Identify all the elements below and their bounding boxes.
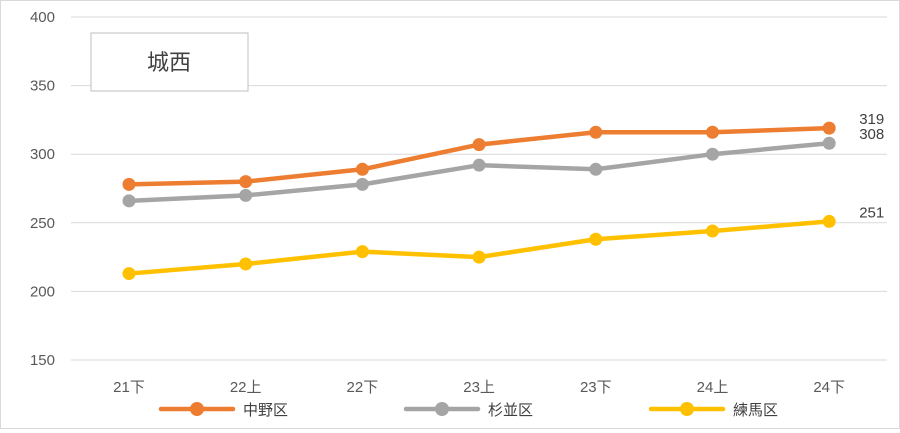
data-point [589,125,603,139]
x-tick-label: 24下 [813,379,845,396]
end-data-label: 319 [859,111,884,128]
legend-swatch-marker [190,402,204,416]
chart-title: 城西 [147,50,191,75]
y-tick-label: 150 [30,352,55,369]
y-tick-label: 350 [30,78,55,95]
data-point [355,245,369,259]
x-tick-label: 23上 [463,379,495,396]
legend-swatch-marker [435,402,449,416]
series-line [126,140,832,204]
y-tick-label: 200 [30,283,55,300]
data-point [472,158,486,172]
data-point [589,162,603,176]
data-point [706,147,719,161]
chart-title-frame [90,32,249,92]
legend-label: 中野区 [243,402,288,419]
data-point [355,162,369,176]
data-point [589,232,603,246]
end-data-label: 251 [859,204,884,221]
legend-label: 杉並区 [488,402,533,419]
legend: 中野区 杉並区 練馬区 [158,402,778,419]
x-tick-label: 22下 [347,379,379,396]
data-point [822,136,836,150]
series-line [126,219,832,276]
data-point [822,214,836,228]
data-point [706,125,719,139]
y-tick-label: 250 [30,215,55,232]
chart-title-box: 城西 [90,32,249,92]
data-point [122,177,136,191]
y-tick-label: 300 [30,146,55,163]
end-data-label: 308 [859,126,884,143]
legend-label: 練馬区 [733,402,778,419]
y-axis-tick-labels: 150 200 250 300 350 400 [30,9,55,369]
data-point [355,177,369,191]
data-point [239,175,253,189]
data-point [122,267,136,281]
x-tick-label: 22上 [230,379,262,396]
data-point [472,250,486,264]
data-point [472,138,486,152]
data-point [122,194,136,208]
data-point [706,224,719,238]
data-point [822,121,836,135]
x-tick-label: 24上 [697,379,729,396]
data-point [239,188,253,202]
series-line [126,125,832,187]
x-tick-label: 21下 [113,379,145,396]
x-axis-tick-labels: 21下 22上 22下 23上 23下 24上 24下 [113,379,845,396]
x-tick-label: 23下 [580,379,612,396]
series-lines [122,121,836,281]
y-tick-label: 400 [30,9,55,26]
data-point [239,257,253,271]
legend-swatch-marker [680,402,694,416]
